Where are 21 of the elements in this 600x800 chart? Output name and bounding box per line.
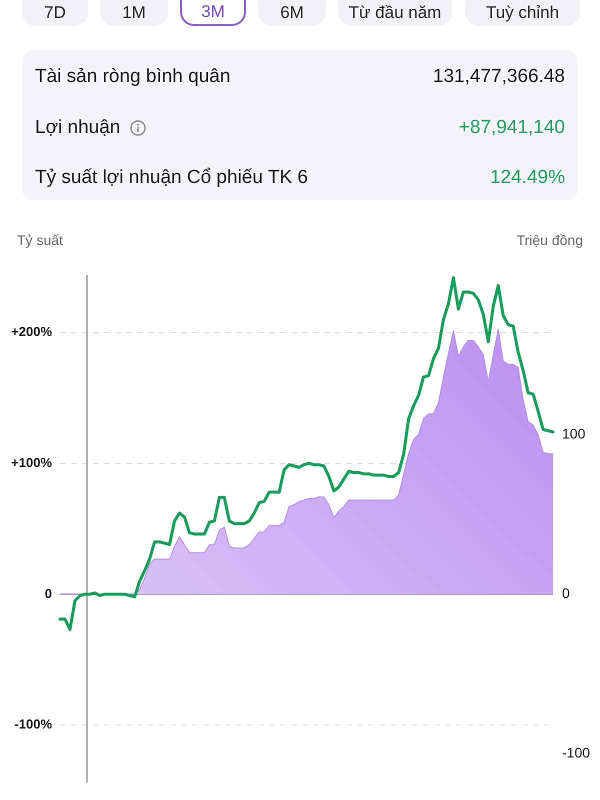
period-button[interactable]: Từ đầu năm: [338, 0, 452, 26]
period-button[interactable]: Tuỳ chỉnh: [465, 0, 580, 26]
y-tick-label: -100%: [14, 716, 52, 732]
period-button[interactable]: 3M: [180, 0, 246, 26]
y2-axis-title: Triệu đồng: [516, 232, 583, 248]
y-tick-label: +200%: [11, 324, 52, 340]
y-axis-title: Tỷ suất: [17, 232, 63, 248]
period-button[interactable]: 6M: [258, 0, 326, 26]
y2-tick-label: 100: [562, 425, 586, 442]
text: Tỷ suất lợi nhuận Cổ phiếu TK 6: [35, 167, 308, 189]
period-button[interactable]: 1M: [100, 0, 168, 26]
text: 124.49%: [490, 166, 565, 190]
text: +87,941,140: [458, 116, 565, 140]
y2-tick-label: 0: [562, 585, 570, 602]
text: 131,477,366.48: [432, 65, 565, 89]
text: Lợi nhuận: [35, 116, 120, 138]
y2-tick-label: -100: [562, 744, 590, 761]
period-button[interactable]: 7D: [22, 0, 88, 26]
y-tick-label: 0: [44, 586, 52, 601]
text: Tài sản ròng bình quân: [35, 66, 230, 88]
y-tick-label: +100%: [11, 454, 52, 470]
